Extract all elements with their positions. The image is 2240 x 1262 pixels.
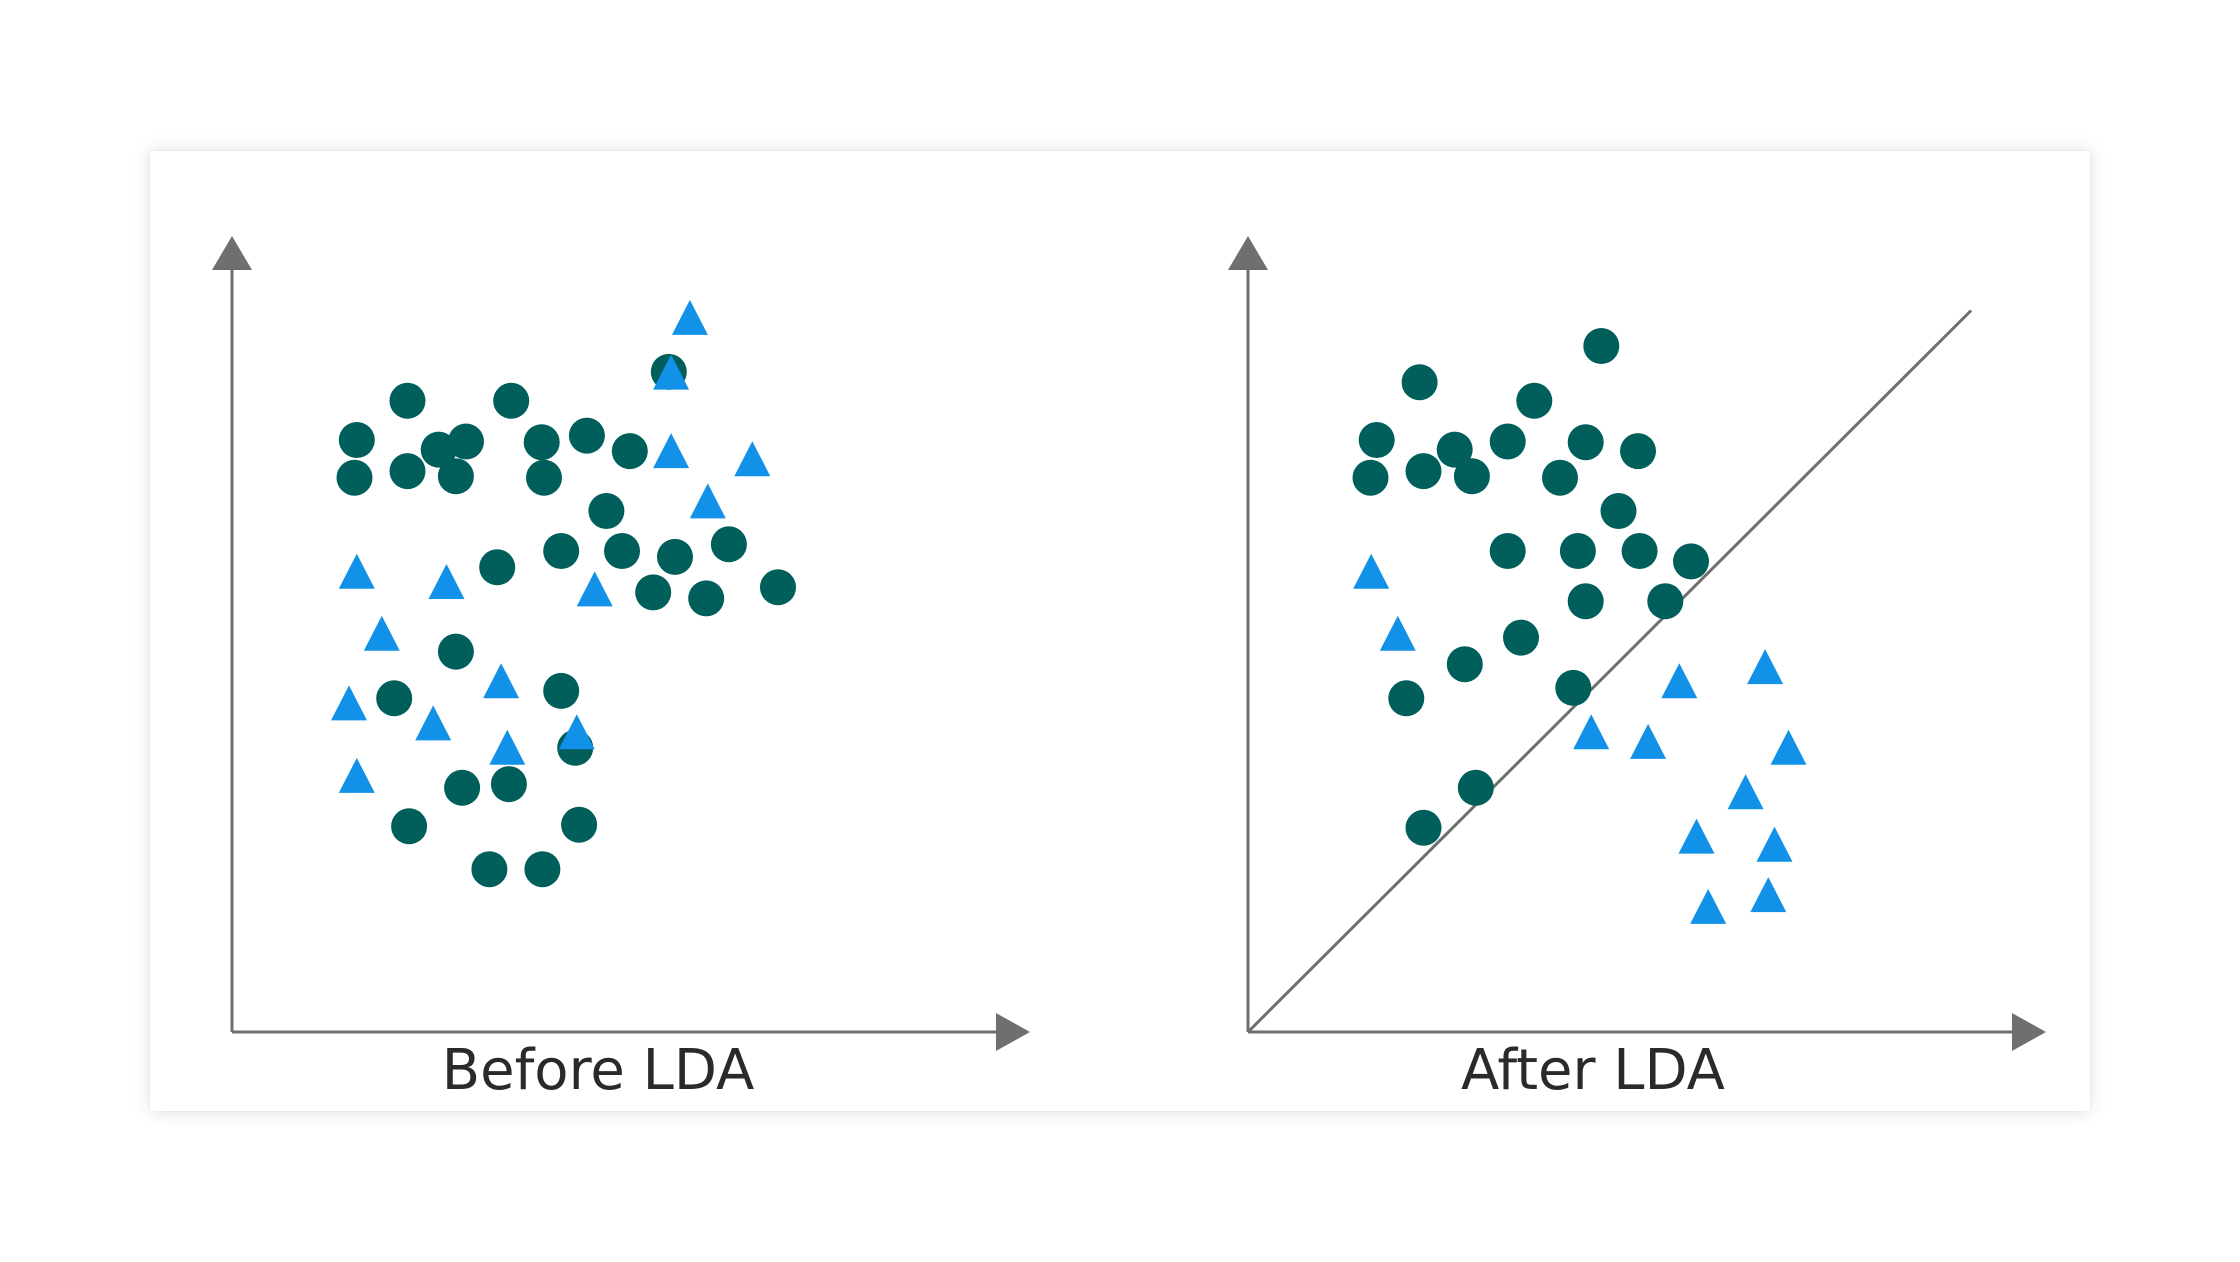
class-b-point xyxy=(1750,877,1787,913)
class-a-point xyxy=(448,423,484,460)
class-b-point xyxy=(1661,663,1698,699)
class-a-point xyxy=(493,382,530,419)
class-a-point xyxy=(1436,431,1473,468)
class-a-point xyxy=(1446,646,1483,683)
class-a-point xyxy=(1405,453,1442,490)
caption-after: After LDA xyxy=(1461,1038,1725,1103)
class-a-point xyxy=(490,766,527,803)
class-a-point xyxy=(710,526,747,563)
class-a-point xyxy=(1583,328,1620,364)
plot-area-before xyxy=(212,236,1030,1051)
class-b-point xyxy=(1770,729,1807,765)
class-a-point xyxy=(389,453,426,490)
class-a-point xyxy=(437,458,474,495)
class-b-point xyxy=(428,564,465,599)
class-b-point xyxy=(1756,826,1793,862)
plot-area-after xyxy=(1228,236,2046,1051)
class-a-point xyxy=(1489,533,1526,569)
class-a-point xyxy=(1567,583,1604,620)
class-a-point xyxy=(526,459,562,496)
class-a-point xyxy=(543,533,580,569)
class-a-point xyxy=(1453,458,1490,495)
class-a-point xyxy=(1542,459,1578,496)
class-a-point xyxy=(1352,459,1389,496)
class-a-point xyxy=(561,806,598,843)
class-b-point xyxy=(363,615,400,651)
lda-separator-line xyxy=(1246,309,1973,1034)
class-b-point xyxy=(489,729,526,765)
x-axis-arrowhead xyxy=(996,1013,1030,1051)
figure-card xyxy=(150,151,2090,1111)
class-a-point xyxy=(611,433,648,470)
class-a-point xyxy=(471,851,508,888)
panel-before: Before LDA xyxy=(212,236,1030,1103)
class-a-point xyxy=(524,851,561,888)
class-a-point xyxy=(1358,422,1395,458)
y-axis-arrowhead xyxy=(212,236,252,270)
class-a-point xyxy=(376,680,413,717)
class-a-point xyxy=(1555,669,1592,706)
class-a-point xyxy=(543,672,580,709)
class-a-point xyxy=(657,538,693,575)
class-a-point xyxy=(604,533,640,569)
class-a-point xyxy=(1401,364,1438,401)
x-axis-arrowhead xyxy=(2012,1013,2046,1051)
class-b-point xyxy=(338,757,375,793)
class-b-point xyxy=(558,714,595,750)
class-b-point xyxy=(1678,818,1715,854)
class-a-point xyxy=(437,633,474,670)
panel-after: After LDA xyxy=(1228,236,2046,1103)
class-a-point xyxy=(1567,424,1604,461)
caption-before: Before LDA xyxy=(442,1038,755,1103)
class-b-point xyxy=(415,705,452,741)
class-b-point xyxy=(689,483,726,519)
class-a-point xyxy=(1600,493,1637,529)
class-b-point xyxy=(576,571,613,607)
class-a-point xyxy=(688,580,725,617)
class-a-point xyxy=(338,422,375,458)
class-b-point xyxy=(1353,553,1390,589)
class-a-point xyxy=(1388,680,1425,717)
class-a-point xyxy=(1673,543,1709,580)
class-a-point xyxy=(635,574,672,611)
class-b-point xyxy=(671,299,708,335)
class-b-point xyxy=(338,553,375,589)
class-a-point xyxy=(1503,619,1539,656)
class-a-point xyxy=(336,459,373,496)
class-a-point xyxy=(1489,423,1526,460)
class-a-point xyxy=(391,808,428,845)
class-a-point xyxy=(420,431,457,468)
class-b-point xyxy=(734,441,771,477)
class-a-point xyxy=(1620,433,1656,470)
class-a-point xyxy=(1405,809,1442,846)
class-a-point xyxy=(479,549,516,586)
class-b-point xyxy=(1747,649,1784,685)
class-a-point xyxy=(1516,382,1553,419)
class-a-point xyxy=(389,382,426,419)
class-b-point xyxy=(1630,723,1667,759)
y-axis-arrowhead xyxy=(1228,236,1268,270)
class-b-point xyxy=(653,433,690,469)
class-b-point xyxy=(483,663,520,699)
class-a-point xyxy=(568,417,605,454)
class-a-point xyxy=(1621,533,1658,569)
class-b-point xyxy=(331,685,367,721)
class-b-point xyxy=(1727,774,1764,810)
class-b-point xyxy=(1573,714,1610,750)
class-b-point xyxy=(653,354,690,390)
class-a-point xyxy=(588,493,625,529)
class-a-point xyxy=(444,769,481,806)
class-b-point xyxy=(1379,615,1416,651)
class-a-point xyxy=(1457,769,1494,806)
class-b-point xyxy=(1690,888,1727,924)
class-a-point xyxy=(1559,533,1596,569)
class-a-point xyxy=(760,569,796,606)
class-a-point xyxy=(1647,583,1684,620)
class-a-point xyxy=(523,424,560,461)
